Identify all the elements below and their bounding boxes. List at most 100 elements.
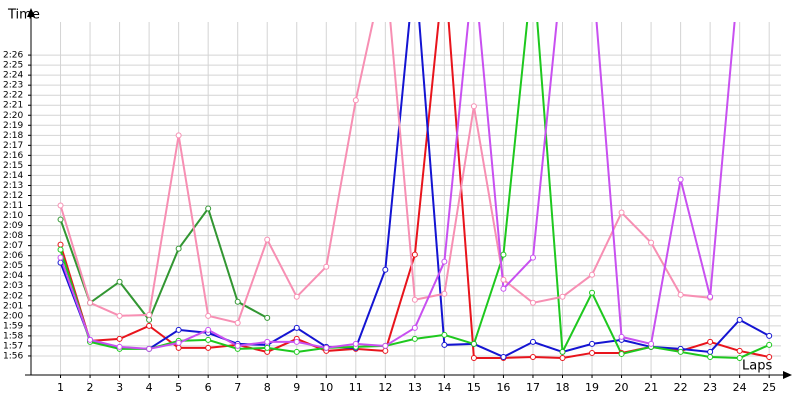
point-marker bbox=[470, 354, 477, 361]
point-marker bbox=[589, 340, 596, 347]
point-marker bbox=[323, 263, 330, 270]
y-tick-label: 2:10 bbox=[3, 211, 23, 221]
point-marker bbox=[205, 205, 212, 212]
point-marker bbox=[648, 340, 655, 347]
point-marker bbox=[323, 344, 330, 351]
y-tick-label: 1:56 bbox=[3, 351, 23, 361]
y-tick-label: 2:00 bbox=[3, 311, 23, 321]
point-marker bbox=[382, 342, 389, 349]
x-tick-label: 23 bbox=[703, 381, 717, 394]
point-marker bbox=[205, 326, 212, 333]
point-marker bbox=[559, 348, 566, 355]
point-marker bbox=[677, 291, 684, 298]
y-tick-label: 2:18 bbox=[3, 131, 23, 141]
point-marker bbox=[470, 103, 477, 110]
y-tick-label: 2:13 bbox=[3, 181, 23, 191]
x-tick-label: 4 bbox=[146, 381, 153, 394]
point-marker bbox=[559, 293, 566, 300]
x-tick-label: 10 bbox=[319, 381, 333, 394]
point-marker bbox=[677, 176, 684, 183]
x-tick-label: 8 bbox=[264, 381, 271, 394]
x-tick-label: 14 bbox=[437, 381, 451, 394]
point-marker bbox=[470, 340, 477, 347]
point-marker bbox=[736, 316, 743, 323]
y-axis-arrow bbox=[27, 8, 35, 17]
y-tick-label: 2:09 bbox=[3, 221, 23, 231]
plot-area bbox=[57, 22, 773, 361]
point-marker bbox=[589, 271, 596, 278]
point-marker bbox=[146, 316, 153, 323]
y-tick-label: 1:58 bbox=[3, 331, 23, 341]
x-tick-label: 5 bbox=[175, 381, 182, 394]
point-marker bbox=[116, 335, 123, 342]
y-tick-label: 1:59 bbox=[3, 321, 23, 331]
y-tick-label: 2:02 bbox=[3, 291, 23, 301]
point-marker bbox=[766, 332, 773, 339]
point-marker bbox=[175, 132, 182, 139]
x-tick-label: 25 bbox=[762, 381, 776, 394]
x-tick-label: 3 bbox=[116, 381, 123, 394]
point-marker bbox=[411, 251, 418, 258]
point-marker bbox=[146, 322, 153, 329]
x-axis-arrow bbox=[783, 371, 792, 379]
point-marker bbox=[707, 338, 714, 345]
point-marker bbox=[529, 353, 536, 360]
y-tick-label: 2:22 bbox=[3, 91, 23, 101]
y-tick-label: 2:21 bbox=[3, 101, 23, 111]
point-marker bbox=[411, 296, 418, 303]
point-marker bbox=[205, 336, 212, 343]
point-marker bbox=[766, 341, 773, 348]
y-tick-label: 2:06 bbox=[3, 251, 23, 261]
y-tick-label: 2:24 bbox=[3, 71, 23, 81]
y-tick-label: 2:25 bbox=[3, 61, 23, 71]
x-tick-label: 12 bbox=[378, 381, 392, 394]
x-tick-label: 6 bbox=[205, 381, 212, 394]
point-marker bbox=[500, 285, 507, 292]
point-marker bbox=[441, 341, 448, 348]
point-marker bbox=[116, 312, 123, 319]
point-marker bbox=[57, 202, 64, 209]
y-tick-label: 2:23 bbox=[3, 81, 23, 91]
y-tick-label: 2:19 bbox=[3, 121, 23, 131]
x-tick-label: 13 bbox=[408, 381, 422, 394]
x-tick-label: 24 bbox=[733, 381, 747, 394]
x-tick-label: 1 bbox=[57, 381, 64, 394]
x-tick-label: 22 bbox=[674, 381, 688, 394]
point-marker bbox=[411, 335, 418, 342]
point-marker bbox=[264, 344, 271, 351]
point-marker bbox=[382, 347, 389, 354]
series-line bbox=[59, 22, 711, 325]
point-marker bbox=[707, 353, 714, 360]
x-tick-label: 20 bbox=[615, 381, 629, 394]
point-marker bbox=[500, 251, 507, 258]
point-marker bbox=[57, 246, 64, 253]
y-axis-label: Time bbox=[7, 8, 40, 23]
point-marker bbox=[175, 245, 182, 252]
point-marker bbox=[293, 293, 300, 300]
point-marker bbox=[589, 289, 596, 296]
point-marker bbox=[175, 344, 182, 351]
x-tick-label: 19 bbox=[585, 381, 599, 394]
point-marker bbox=[116, 278, 123, 285]
point-marker bbox=[736, 347, 743, 354]
y-tick-label: 2:05 bbox=[3, 261, 23, 271]
x-axis-label: Laps bbox=[742, 359, 772, 374]
x-tick-label: 17 bbox=[526, 381, 540, 394]
point-marker bbox=[441, 290, 448, 297]
point-marker bbox=[589, 349, 596, 356]
point-marker bbox=[234, 319, 241, 326]
y-tick-label: 1:57 bbox=[3, 341, 23, 351]
point-marker bbox=[648, 239, 655, 246]
y-tick-label: 2:14 bbox=[3, 171, 23, 181]
y-tick-label: 2:16 bbox=[3, 151, 23, 161]
point-marker bbox=[264, 236, 271, 243]
y-tick-label: 2:12 bbox=[3, 191, 23, 201]
point-marker bbox=[618, 209, 625, 216]
y-tick-label: 2:07 bbox=[3, 241, 23, 251]
point-marker bbox=[529, 299, 536, 306]
x-tick-label: 21 bbox=[644, 381, 658, 394]
point-marker bbox=[175, 339, 182, 346]
point-marker bbox=[441, 258, 448, 265]
point-marker bbox=[146, 345, 153, 352]
point-marker bbox=[500, 276, 507, 283]
